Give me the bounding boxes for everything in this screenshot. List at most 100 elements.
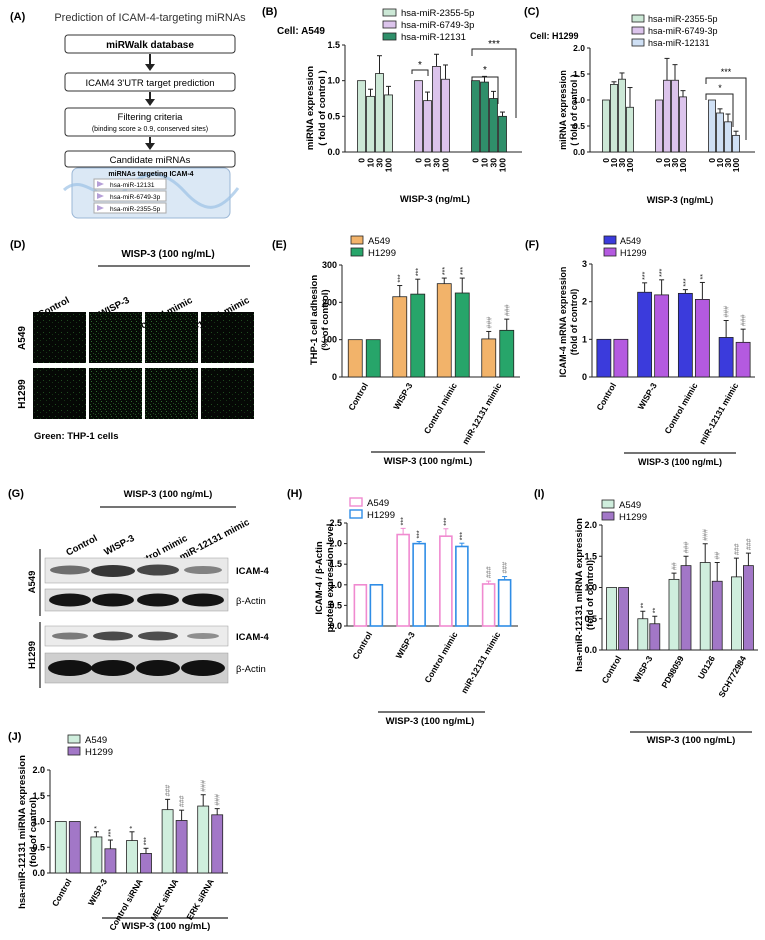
bar — [596, 338, 612, 378]
significance-mark: *** — [401, 517, 408, 525]
bar — [731, 576, 742, 651]
bar — [602, 99, 610, 153]
panel-h-label: (H) — [287, 488, 303, 500]
legend-swatch — [382, 32, 397, 41]
blot-strip — [44, 588, 229, 612]
legend-i: A549 H1299 — [601, 499, 647, 523]
bar — [353, 583, 368, 627]
panel-f-label: (F) — [525, 239, 539, 251]
y-axis-title: ICAM-4 / β-Actin — [314, 541, 325, 615]
y-axis-title: (fold of control) — [569, 289, 579, 355]
sig-mark: *** — [488, 39, 500, 50]
x-axis-title: WISP-3 (100 ng/mL) — [638, 457, 722, 467]
x-tick-label: Control — [50, 877, 74, 908]
significance-mark: ### — [201, 780, 208, 792]
blot-band — [137, 593, 179, 607]
microscopy-image — [201, 312, 254, 363]
legend-entry: A549 — [368, 236, 390, 247]
band-label: ICAM-4 — [236, 632, 269, 643]
panel-a: (A) Prediction of ICAM-4-targeting miRNA… — [10, 11, 246, 219]
y-axis-title: hsa-miR-12131 miRNA expression — [574, 518, 585, 672]
legend-entry: H1299 — [368, 248, 396, 259]
legend-h: A549 H1299 — [349, 497, 395, 521]
bar — [618, 587, 629, 651]
significance-mark: ## — [672, 562, 679, 570]
x-tick-label: 30 — [617, 158, 627, 168]
y-tick-label: 2 — [582, 297, 587, 307]
flow-step-4: Candidate miRNAs — [64, 150, 236, 168]
legend-swatch — [382, 20, 397, 29]
x-tick-label: 10 — [715, 158, 725, 168]
bar — [735, 341, 751, 378]
x-tick-label: miR-12131 mimic — [459, 630, 503, 695]
x-tick-label: 100 — [625, 158, 635, 172]
bar — [140, 853, 152, 874]
microscopy-image — [201, 368, 254, 419]
y-axis-title: ICAM-4 mRNA expression — [558, 267, 568, 378]
x-tick-label: 30 — [375, 158, 385, 168]
blot-band — [48, 660, 92, 676]
band-label: β-Actin — [236, 596, 266, 607]
y-axis-title: (fold of control) — [585, 560, 596, 630]
significance-mark: *** — [108, 829, 115, 837]
x-tick-label: 0 — [414, 158, 424, 163]
panel-g-header: WISP-3 (100 ng/mL) — [124, 489, 213, 500]
x-tick-label: WISP-3 — [391, 381, 414, 412]
bar — [366, 95, 375, 153]
bar — [679, 96, 687, 153]
bar — [471, 80, 480, 153]
y-axis-title: THP-1 cell adhesion — [309, 275, 320, 365]
significance-mark: ## — [715, 552, 722, 560]
chart-i: 0.00.51.01.52.0Control****WISP-3#####PD9… — [584, 520, 758, 699]
significance-mark: ### — [724, 306, 731, 318]
bar — [655, 99, 663, 153]
y-tick-label: 0 — [332, 372, 337, 382]
significance-mark: *** — [659, 268, 666, 276]
x-tick-label: Control mimic — [422, 630, 459, 685]
blot-band — [181, 660, 225, 676]
mirna-item: hsa-miR-2355-5p — [110, 206, 161, 213]
panel-c-label: (C) — [524, 6, 540, 18]
microscopy-image — [145, 312, 198, 363]
bar — [498, 115, 507, 153]
x-tick-label: ERK siRNA — [184, 877, 216, 922]
y-tick-label: 1.0 — [327, 76, 340, 86]
panel-a-label: (A) — [10, 11, 26, 23]
y-tick-label: 2.0 — [584, 520, 597, 530]
y-tick-label: 1.5 — [327, 40, 340, 50]
mirna-item: hsa-miR-12131 — [110, 182, 155, 189]
y-tick-label: 2.5 — [329, 518, 342, 528]
legend-entry: H1299 — [620, 248, 647, 258]
bar — [711, 580, 723, 651]
legend-f: A549 H1299 — [603, 235, 647, 258]
sig-mark: * — [483, 65, 487, 76]
significance-mark: *** — [397, 274, 404, 282]
bar — [412, 542, 426, 627]
legend-entry: hsa-miR-12131 — [401, 32, 466, 43]
bar — [732, 134, 740, 153]
y-tick-label: 1.0 — [573, 95, 585, 105]
bar — [606, 587, 617, 651]
x-tick-label: U0126 — [696, 654, 717, 681]
y-tick-label: 1.5 — [584, 551, 597, 561]
x-tick-label: 30 — [432, 158, 442, 168]
flow-step-1-text: miRWalk database — [106, 40, 194, 51]
legend-entry: H1299 — [85, 747, 113, 758]
bar — [104, 848, 117, 874]
significance-mark: *** — [683, 278, 690, 286]
bar — [716, 112, 724, 153]
significance-mark: *** — [642, 271, 649, 279]
row-label: A549 — [27, 571, 38, 594]
x-tick-label: PD98059 — [659, 654, 686, 690]
x-tick-label: WISP-3 — [394, 630, 417, 661]
y-tick-label: 2.0 — [573, 43, 585, 53]
bar — [613, 338, 629, 378]
panel-a-title: Prediction of ICAM-4-targeting miRNAs — [54, 12, 246, 24]
y-tick-label: 0.0 — [584, 645, 597, 655]
significance-mark: ### — [741, 314, 748, 326]
significance-mark: *** — [460, 267, 467, 275]
blot-band — [52, 632, 88, 640]
dna-helix-icon — [62, 173, 240, 209]
y-tick-label: 0.5 — [32, 842, 45, 852]
